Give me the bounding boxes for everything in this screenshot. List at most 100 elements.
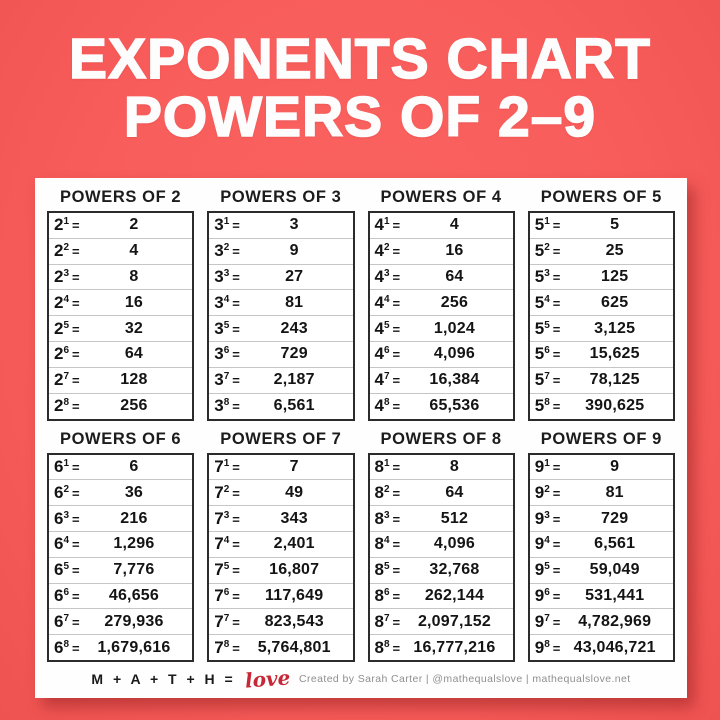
equals-sign: = <box>72 373 80 389</box>
power-expression: 4 7 = <box>374 370 401 390</box>
power-expression: 9 3 = <box>534 508 561 528</box>
base-number: 7 <box>214 534 224 554</box>
base-number: 5 <box>534 215 545 235</box>
power-expression: 2 2 = <box>54 241 80 261</box>
power-expression: 9 1 = <box>534 456 561 476</box>
equals-sign: = <box>232 563 240 579</box>
table-row: 6 2 = 36 <box>49 479 193 505</box>
power-value: 125 <box>601 268 629 286</box>
equals-sign: = <box>392 399 401 415</box>
equals-sign: = <box>232 588 240 604</box>
base-number: 5 <box>534 396 545 416</box>
base-number: 2 <box>54 215 64 235</box>
equals-sign: = <box>232 295 240 311</box>
table-row: 6 7 = 279,936 <box>49 608 193 634</box>
base-number: 2 <box>54 318 64 338</box>
equals-sign: = <box>232 399 240 415</box>
base-number: 2 <box>54 370 64 390</box>
base-number: 3 <box>214 318 224 338</box>
base-number: 9 <box>534 534 545 554</box>
base-number: 6 <box>54 611 64 631</box>
power-expression: 8 3 = <box>374 508 401 528</box>
equals-sign: = <box>392 537 401 553</box>
power-expression: 3 2 = <box>214 241 240 261</box>
power-expression: 2 4 = <box>54 292 80 312</box>
base-number: 6 <box>54 456 64 476</box>
power-expression: 2 5 = <box>54 318 80 338</box>
table-row: 9 4 = 6,561 <box>529 530 673 557</box>
equals-sign: = <box>552 485 561 501</box>
power-expression: 8 8 = <box>374 637 401 657</box>
table-row: 5 2 = 25 <box>529 237 673 264</box>
love-script-logo: love <box>243 665 291 693</box>
power-value: 78,125 <box>589 371 640 389</box>
base-number: 7 <box>214 482 224 502</box>
base-number: 6 <box>54 508 64 528</box>
power-value: 16,777,216 <box>413 638 496 656</box>
base-number: 9 <box>534 637 545 657</box>
power-value: 16,807 <box>269 561 320 579</box>
table-row: 6 3 = 216 <box>49 505 193 531</box>
table-row: 5 4 = 625 <box>529 289 673 315</box>
equals-sign: = <box>72 399 80 415</box>
table-row: 3 6 = 729 <box>209 341 353 367</box>
power-expression: 5 4 = <box>534 292 561 312</box>
base-number: 8 <box>374 611 384 631</box>
power-expression: 4 3 = <box>374 267 401 287</box>
table-row: 2 2 = 4 <box>49 237 193 264</box>
power-value: 2,187 <box>273 371 315 389</box>
base-number: 7 <box>214 560 224 580</box>
base-number: 2 <box>54 292 64 312</box>
equals-sign: = <box>232 485 240 501</box>
equals-sign: = <box>72 588 80 604</box>
equals-sign: = <box>392 347 401 363</box>
table-row: 9 5 = 59,049 <box>529 556 673 583</box>
table-row: 5 5 = 3,125 <box>529 315 673 341</box>
table-row: 3 5 = 243 <box>209 315 353 341</box>
table-row: 8 1 = 8 <box>370 455 513 480</box>
table-header: POWERS OF 5 <box>540 188 662 206</box>
base-number: 4 <box>374 292 384 312</box>
power-value: 279,936 <box>104 612 164 630</box>
equals-sign: = <box>552 537 561 553</box>
base-number: 2 <box>54 344 64 364</box>
table-row: 7 7 = 823,543 <box>209 608 353 634</box>
power-value: 64 <box>124 345 144 363</box>
base-number: 4 <box>374 215 384 235</box>
power-value: 16 <box>445 242 464 260</box>
table-row: 2 7 = 128 <box>49 366 193 393</box>
equals-sign: = <box>232 373 240 389</box>
equals-sign: = <box>72 511 80 527</box>
power-value: 4 <box>129 242 139 260</box>
power-expression: 3 8 = <box>214 396 240 416</box>
table-row: 2 6 = 64 <box>49 341 193 367</box>
base-number: 3 <box>214 396 224 416</box>
table-row: 5 1 = 5 <box>530 213 673 238</box>
base-number: 5 <box>534 344 545 364</box>
power-value: 2,097,152 <box>417 612 491 630</box>
power-expression: 7 4 = <box>214 534 240 554</box>
equals-sign: = <box>72 321 80 337</box>
power-expression: 8 1 = <box>374 456 401 476</box>
table-row: 8 8 = 16,777,216 <box>369 634 513 660</box>
equals-sign: = <box>232 614 240 630</box>
power-expression: 6 1 = <box>54 456 80 476</box>
power-expression: 4 8 = <box>374 396 401 416</box>
equals-sign: = <box>392 321 401 337</box>
power-value: 25 <box>605 242 624 260</box>
base-number: 5 <box>534 241 545 261</box>
table-row: 4 4 = 256 <box>369 289 513 315</box>
power-value: 15,625 <box>589 345 640 363</box>
equals-sign: = <box>392 640 401 656</box>
equals-sign: = <box>552 614 561 630</box>
power-value: 8 <box>449 457 459 475</box>
power-table: POWERS OF 8 8 1 = 8 8 2 = 64 8 3 = 512 8 4 = 4,0… <box>367 430 515 662</box>
power-expression: 6 5 = <box>54 560 80 580</box>
equals-sign: = <box>72 459 80 475</box>
equals-sign: = <box>552 588 561 604</box>
equals-sign: = <box>232 640 240 656</box>
equals-sign: = <box>72 295 80 311</box>
power-expression: 2 7 = <box>54 370 80 390</box>
base-number: 3 <box>214 215 224 235</box>
